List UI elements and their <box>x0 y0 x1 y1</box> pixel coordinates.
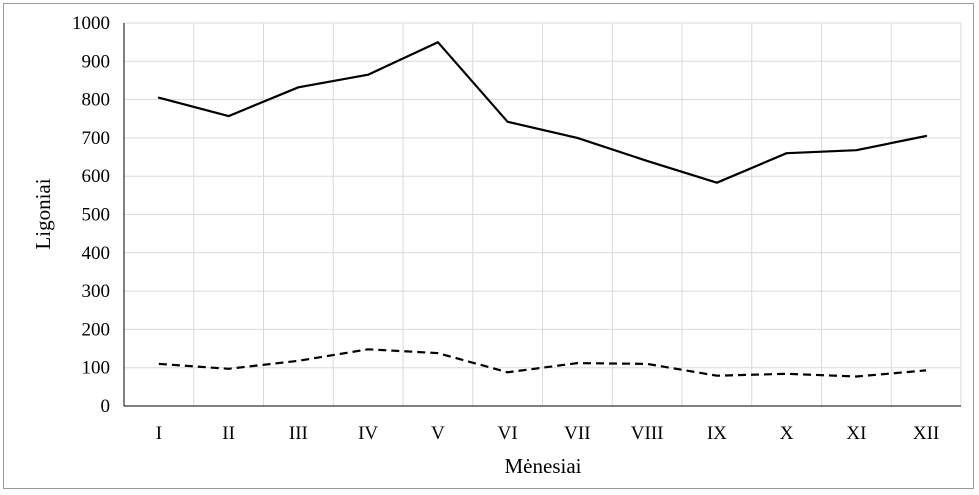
x-tick-label: VII <box>564 423 590 444</box>
x-tick-label: XII <box>913 423 939 444</box>
x-tick-label: II <box>222 423 235 444</box>
axes <box>123 23 961 407</box>
x-tick-label: VI <box>498 423 518 444</box>
x-tick-label: I <box>156 423 162 444</box>
y-tick-label: 600 <box>82 166 111 187</box>
chart-frame <box>3 3 974 489</box>
y-tick-label: 100 <box>82 358 111 379</box>
grid-lines <box>124 22 962 406</box>
y-tick-label: 800 <box>82 90 111 111</box>
y-axis-title: Ligoniai <box>31 178 55 249</box>
x-tick-label: VIII <box>631 423 664 444</box>
y-tick-label: 500 <box>82 205 111 226</box>
x-axis-title: Mėnesiai <box>505 454 582 478</box>
series-line-solid <box>157 41 928 184</box>
y-tick-label: 900 <box>82 51 111 72</box>
x-tick-label: V <box>431 423 445 444</box>
x-tick-label: III <box>289 423 308 444</box>
y-tick-label: 400 <box>82 243 111 264</box>
y-tick-label: 200 <box>82 319 111 340</box>
y-tick-label: 0 <box>101 396 111 417</box>
x-tick-label: XI <box>846 423 866 444</box>
x-tick-label: IX <box>707 423 727 444</box>
y-tick-label: 700 <box>82 128 111 149</box>
x-tick-label: IV <box>358 423 378 444</box>
y-tick-label: 1000 <box>72 13 110 34</box>
x-tick-label: X <box>780 423 794 444</box>
series-lines <box>157 41 928 378</box>
y-tick-label: 300 <box>82 281 111 302</box>
